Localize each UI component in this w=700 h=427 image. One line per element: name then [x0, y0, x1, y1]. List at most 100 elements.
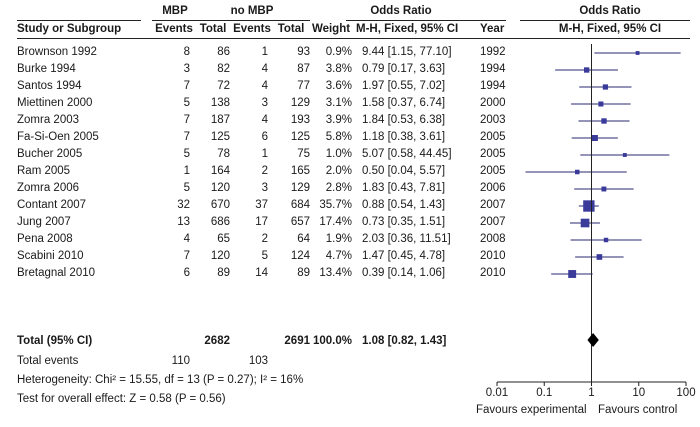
total-exp: 65 — [217, 233, 230, 245]
year: 2010 — [480, 267, 506, 279]
events-ctl: 1 — [261, 46, 268, 58]
events-exp: 13 — [177, 216, 190, 228]
year: 2000 — [480, 97, 506, 109]
events-ctl: 6 — [261, 131, 268, 143]
weight: 17.4% — [319, 216, 352, 228]
total-ctl: 75 — [297, 148, 310, 160]
events-exp: 4 — [183, 233, 190, 245]
table-row: Brownson 1992 8 86 1 93 0.9% 9.44 [1.15, 77.10… — [0, 45, 700, 62]
ci-text: 5.07 [0.58, 44.45] — [362, 148, 452, 160]
total-exp: 72 — [217, 80, 230, 92]
events-ctl: 4 — [261, 80, 268, 92]
total-ctl: 87 — [297, 63, 310, 75]
weight: 13.4% — [319, 267, 352, 279]
total-exp: 120 — [210, 250, 230, 262]
total-ctl: 193 — [290, 114, 310, 126]
ci-text: 1.18 [0.38, 3.61] — [362, 131, 446, 143]
col-study: Study or Subgroup — [17, 23, 122, 35]
year: 2010 — [480, 250, 506, 262]
total-exp: 120 — [210, 182, 230, 194]
ci-text: 0.79 [0.17, 3.63] — [362, 63, 446, 75]
study-name: Scabini 2010 — [17, 250, 84, 262]
year: 2005 — [480, 148, 506, 160]
events-ctl: 2 — [261, 233, 268, 245]
weight: 3.1% — [325, 97, 352, 109]
ci-text: 1.83 [0.43, 7.81] — [362, 182, 446, 194]
table-row: Zomra 2006 5 120 3 129 2.8% 1.83 [0.43, 7.81] 2… — [0, 181, 700, 198]
events-ctl: 17 — [255, 216, 268, 228]
total-ctl: 2691 — [284, 335, 310, 347]
total-exp: 82 — [217, 63, 230, 75]
weight: 35.7% — [319, 199, 352, 211]
events-ctl: 14 — [255, 267, 268, 279]
rule-header-bottom — [17, 38, 690, 39]
year: 2003 — [480, 114, 506, 126]
ci-text: 9.44 [1.15, 77.10] — [362, 46, 452, 58]
point-estimate-marker — [580, 218, 590, 228]
study-name: Jung 2007 — [17, 216, 71, 228]
point-estimate-marker — [596, 254, 603, 260]
total-ctl: 89 — [297, 267, 310, 279]
ci-text: 0.50 [0.04, 5.57] — [362, 165, 446, 177]
header-effect: Odds Ratio — [370, 5, 432, 17]
study-name: Santos 1994 — [17, 80, 82, 92]
weight: 2.8% — [325, 182, 352, 194]
year: 2005 — [480, 165, 506, 177]
year: 2007 — [480, 216, 506, 228]
ci-text: 0.39 [0.14, 1.06] — [362, 267, 446, 279]
total-ctl: 129 — [290, 97, 310, 109]
study-name: Contant 2007 — [17, 199, 87, 211]
study-name: Burke 1994 — [17, 63, 76, 75]
x-axis-tick-label: 1 — [588, 387, 595, 399]
year: 2008 — [480, 233, 506, 245]
weight: 3.6% — [325, 80, 352, 92]
point-estimate-marker — [603, 237, 609, 243]
total-label: Total (95% CI) — [17, 335, 93, 347]
x-axis-tick-label: 0.01 — [485, 387, 509, 399]
col-effect: M-H, Fixed, 95% CI — [356, 23, 459, 35]
point-estimate-marker — [583, 200, 595, 212]
study-name: Zomra 2006 — [17, 182, 80, 194]
total-exp: 164 — [210, 165, 230, 177]
total-ctl: 93 — [297, 46, 310, 58]
table-row: Miettinen 2000 5 138 3 129 3.1% 1.58 [0.37, 6.… — [0, 96, 700, 113]
weight: 4.7% — [325, 250, 352, 262]
events-exp: 6 — [183, 267, 190, 279]
year: 2007 — [480, 199, 506, 211]
col-events-ctl: Events — [233, 23, 271, 35]
ci-text: 0.73 [0.35, 1.51] — [362, 216, 446, 228]
events-ctl: 3 — [261, 182, 268, 194]
table-row: Pena 2008 4 65 2 64 1.9% 2.03 [0.36, 11.51] 200… — [0, 232, 700, 249]
weight: 2.0% — [325, 165, 352, 177]
total-ctl: 124 — [290, 250, 310, 262]
events-ctl: 5 — [261, 250, 268, 262]
summary-diamond — [587, 333, 599, 347]
total-events-label: Total events — [17, 355, 79, 367]
weight: 3.8% — [325, 63, 352, 75]
study-name: Zomra 2003 — [17, 114, 80, 126]
total-ctl: 165 — [290, 165, 310, 177]
ci-text: 1.58 [0.37, 6.74] — [362, 97, 446, 109]
header-plot: Odds Ratio — [579, 5, 641, 17]
table-row: Bretagnal 2010 6 89 14 89 13.4% 0.39 [0.14, 1.… — [0, 266, 700, 283]
header-experimental-group: MBP — [162, 5, 188, 17]
table-row: Fa-Si-Oen 2005 7 125 6 125 5.8% 1.18 [0.38, 3.… — [0, 130, 700, 147]
events-exp: 7 — [183, 114, 190, 126]
events-exp: 5 — [183, 148, 190, 160]
events-ctl: 37 — [255, 199, 268, 211]
total-ctl: 125 — [290, 131, 310, 143]
total-exp: 89 — [217, 267, 230, 279]
col-total-exp: Total — [199, 23, 227, 35]
col-events-exp: Events — [155, 23, 193, 35]
col-plot: M-H, Fixed, 95% CI — [558, 23, 662, 35]
study-name: Ram 2005 — [17, 165, 71, 177]
total-exp: 86 — [217, 46, 230, 58]
point-estimate-marker — [602, 84, 609, 90]
total-ctl: 684 — [290, 199, 310, 211]
col-weight: Weight — [311, 23, 351, 35]
point-estimate-marker — [601, 186, 607, 192]
point-estimate-marker — [598, 101, 604, 107]
favours-experimental-label: Favours experimental — [476, 404, 587, 416]
overall-effect-text: Test for overall effect: Z = 0.58 (P = 0… — [17, 393, 226, 405]
